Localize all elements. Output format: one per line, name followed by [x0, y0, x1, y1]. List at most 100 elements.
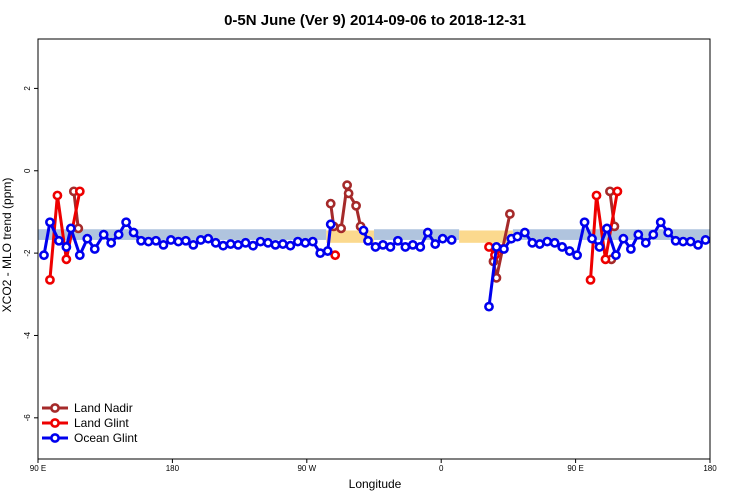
ocean-glint-point — [218, 240, 229, 251]
ocean-glint-point — [106, 237, 117, 248]
ocean-glint-point — [549, 237, 560, 248]
ocean-glint-point — [143, 236, 154, 247]
ocean-glint-point — [527, 237, 538, 248]
series-layer — [39, 180, 711, 312]
ocean-glint-point — [587, 233, 597, 244]
ocean-glint-point — [670, 235, 681, 246]
band-4 — [512, 229, 710, 240]
x-tick-label: 90 W — [297, 464, 316, 473]
x-tick-label: 0 — [439, 464, 444, 473]
ocean-glint-point — [166, 235, 176, 245]
ocean-glint-point — [315, 248, 326, 259]
ocean-glint-point — [700, 235, 711, 245]
ocean-glint-point — [322, 246, 333, 256]
y-tick-label: 0 — [23, 168, 32, 173]
legend-label-land-nadir: Land Nadir — [74, 401, 133, 415]
ocean-glint-point — [430, 239, 441, 249]
x-tick-label: 180 — [166, 464, 180, 473]
legend-label-ocean-glint: Ocean Glint — [74, 431, 138, 445]
ocean-glint-point — [693, 239, 703, 250]
ocean-glint-point — [240, 237, 251, 248]
band-0 — [38, 229, 327, 240]
ocean-glint-point — [579, 217, 590, 228]
ocean-glint-point — [602, 223, 612, 234]
ocean-glint-point — [534, 239, 545, 249]
ocean-glint-point — [173, 236, 184, 247]
ocean-glint-point — [640, 237, 651, 248]
ocean-glint-point — [358, 225, 369, 236]
ocean-glint-point — [618, 233, 629, 244]
ocean-glint-point — [61, 242, 72, 252]
ocean-glint-point — [45, 217, 55, 228]
ocean-glint-point — [685, 236, 696, 247]
ocean-glint-point — [499, 244, 509, 254]
y-axis-label: XCO2 - MLO trend (ppm) — [0, 178, 14, 313]
ocean-glint-point — [203, 233, 214, 244]
ocean-glint-point — [195, 235, 206, 245]
land-nadir-point — [73, 223, 84, 234]
land-glint-point — [600, 254, 611, 265]
ocean-glint-point — [678, 236, 689, 247]
ocean-glint-point — [392, 235, 403, 246]
ocean-glint-point — [300, 237, 311, 248]
land-glint-point — [484, 242, 494, 252]
legend-marker-land-nadir — [50, 403, 60, 413]
land-glint-point — [52, 190, 63, 201]
ocean-glint-point — [278, 239, 288, 249]
ocean-glint-point — [512, 231, 523, 242]
ocean-glint-point — [378, 239, 388, 250]
ocean-glint-point — [363, 235, 373, 246]
ocean-glint-point — [225, 239, 236, 249]
ocean-glint-point — [655, 217, 666, 228]
ocean-glint-point — [263, 237, 273, 248]
y-tick-label: -4 — [23, 331, 32, 339]
ocean-glint-point — [400, 242, 411, 252]
ocean-glint-point — [557, 242, 568, 252]
ocean-glint-point — [285, 240, 296, 251]
ocean-glint-point — [248, 240, 258, 251]
ocean-glint-point — [437, 233, 448, 244]
land-glint-point — [585, 274, 596, 285]
chart-title: 0-5N June (Ver 9) 2014-09-06 to 2018-12-… — [224, 12, 526, 29]
ocean-glint-point — [370, 242, 381, 252]
ocean-glint-point — [65, 223, 76, 234]
ocean-glint-point — [564, 246, 575, 256]
ocean-glint-point — [325, 219, 336, 230]
ocean-glint-point — [128, 227, 139, 238]
ocean-glint-point — [54, 235, 64, 246]
land-nadir-point — [336, 223, 347, 234]
ocean-glint-point — [39, 250, 49, 261]
land-glint-point — [61, 254, 72, 265]
ocean-glint-point — [415, 242, 426, 252]
ocean-glint-point — [233, 239, 244, 250]
ocean-glint-point — [82, 233, 93, 244]
ocean-glint-point — [446, 235, 457, 245]
ocean-glint-point — [484, 301, 494, 312]
ocean-glint-point — [542, 236, 553, 247]
y-tick-label: -6 — [23, 414, 32, 422]
x-tick-label: 90 E — [567, 464, 583, 473]
x-tick-label: 180 — [703, 464, 717, 473]
ocean-glint-point — [625, 244, 636, 254]
band-2 — [374, 229, 460, 240]
ocean-glint-point — [180, 235, 191, 246]
ocean-glint-point — [491, 242, 502, 252]
land-nadir-point — [343, 188, 354, 199]
ocean-glint-point — [151, 235, 161, 246]
y-tick-label: 2 — [23, 86, 32, 91]
ocean-glint-point — [188, 239, 199, 250]
land-glint-point — [74, 186, 85, 197]
land-nadir-point — [342, 180, 353, 191]
legend-marker-land-glint — [50, 418, 60, 428]
ocean-glint-point — [210, 237, 221, 248]
band-3 — [459, 230, 513, 243]
ocean-glint-point — [74, 250, 85, 261]
legend-label-land-glint: Land Glint — [74, 416, 129, 430]
ocean-glint-point — [113, 229, 124, 240]
ocean-glint-point — [385, 242, 396, 252]
land-nadir-point — [351, 200, 361, 211]
ocean-glint-point — [648, 229, 659, 240]
land-nadir-point — [325, 198, 336, 209]
